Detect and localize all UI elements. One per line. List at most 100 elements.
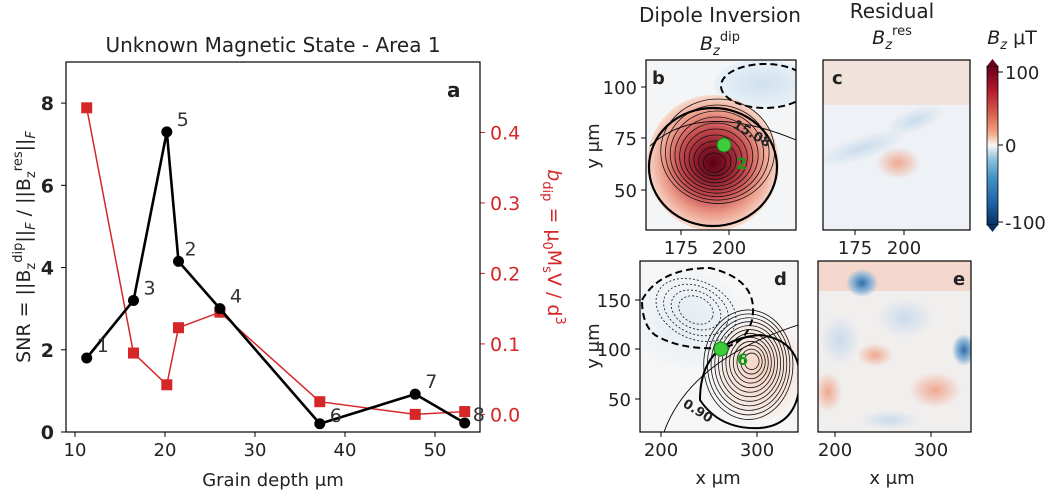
y-tick-label: 50 <box>608 390 631 411</box>
colorbar-scale <box>986 65 999 226</box>
series-bdip-point <box>459 406 471 418</box>
point-label: 8 <box>473 404 485 426</box>
panel-d-xlabel: x μm <box>695 468 740 489</box>
point-label: 4 <box>230 286 242 308</box>
x-tick-label: 10 <box>64 440 87 461</box>
panel-d-contour-ring-positive <box>732 340 769 384</box>
y2-tick-label: 0.0 <box>490 404 520 426</box>
panel-b-contour-ring <box>683 128 748 187</box>
panel-d-contour-ring-positive <box>710 317 788 411</box>
panel-c-red-spot <box>876 147 920 179</box>
y2-tick-label: 0.2 <box>490 263 520 285</box>
series-snr-point <box>409 388 421 400</box>
series-snr-point <box>173 255 184 267</box>
panel-d-contour-ring-positive <box>703 309 794 420</box>
panel-e-ticks: 200 300 <box>818 432 948 461</box>
panel-b-contour-ring <box>693 140 737 180</box>
panel-d-contour-ring-negative <box>655 278 737 342</box>
panel-b-contour-negative <box>720 63 796 109</box>
series-snr-point <box>214 303 226 315</box>
panel-e-pale-blue-2 <box>820 314 860 366</box>
panel-c-blue-spot <box>886 104 944 136</box>
panel-d-contour-ring-negative <box>663 283 729 337</box>
panel-a-xlabel: Grain depth μm <box>202 470 344 491</box>
colorbar-ticks: 100 0 -100 <box>998 63 1045 234</box>
series-snr-point <box>81 352 93 364</box>
panel-d-contour-ring-positive <box>714 321 785 407</box>
colorbar-tick-label: -100 <box>1005 213 1045 234</box>
x-tick-label: 175 <box>664 238 698 259</box>
x-tick-label: 200 <box>644 440 678 461</box>
panel-d-frame <box>639 260 799 433</box>
panel-d-contour-zero-negative <box>640 266 755 350</box>
panel-d-source-marker <box>713 341 729 357</box>
panel-d-contour-ring-positive <box>743 352 760 370</box>
panel-d-ticks: 200 300 50 100 150 <box>597 291 775 461</box>
panel-b-ylabel: y μm <box>583 123 604 168</box>
series-snr-point <box>314 418 326 430</box>
panel-e-frame <box>817 260 972 433</box>
series-bdip-point <box>314 396 326 408</box>
panel-e-pale-blue-1 <box>877 298 933 338</box>
panel-c: c 175 200 <box>822 59 971 259</box>
colorbar-tick-label: 0 <box>1005 136 1016 157</box>
column-title-residual: Residual <box>850 0 934 23</box>
panel-e-red-spot-2 <box>909 372 961 408</box>
panel-b-contour-ring <box>698 146 732 177</box>
x-tick-label: 40 <box>334 440 357 461</box>
panel-b-contour-ring <box>702 152 726 173</box>
y-tick-label: 2 <box>41 340 54 362</box>
panel-e-xlabel: x μm <box>869 468 914 489</box>
panel-d-contour-outer <box>663 324 798 432</box>
y-tick-label: 6 <box>41 175 54 197</box>
series-snr-point <box>161 126 173 138</box>
panel-e-letter: e <box>953 269 965 290</box>
panel-b-contours <box>660 98 775 204</box>
panel-b-contour-ring <box>669 110 765 198</box>
y-tick-label: 150 <box>597 291 631 312</box>
point-label: 5 <box>177 109 189 131</box>
y2-tick-label: 0.3 <box>490 193 520 215</box>
panel-b-contour-ring <box>679 122 754 191</box>
series-bdip-point <box>409 408 421 420</box>
x-tick-label: 200 <box>712 238 746 259</box>
panel-d-contour-ring-negative <box>678 295 714 325</box>
series-bdip-point <box>128 347 139 359</box>
series-snr-line <box>85 131 466 426</box>
x-tick-label: 300 <box>914 440 948 461</box>
panel-a-letter: a <box>447 78 461 102</box>
y2-tick-label: 0.1 <box>490 334 520 356</box>
panel-c-ticks: 175 200 <box>838 230 921 259</box>
panel-e-pale-blue-3 <box>860 410 920 430</box>
panel-c-frame <box>822 59 971 231</box>
panel-b-frame <box>645 59 797 231</box>
panel-c-warm-tint <box>823 60 970 105</box>
panel-c-letter: c <box>832 68 843 89</box>
panel-b-source-label: 2 <box>736 154 747 173</box>
panel-e-red-spot-1 <box>818 372 842 412</box>
colorbar-min-cap <box>987 225 998 232</box>
panel-b-contour-ring <box>674 116 759 194</box>
x-tick-label: 200 <box>887 238 921 259</box>
y-tick-label: 4 <box>41 258 54 280</box>
series-snr-point <box>459 417 471 429</box>
panel-d-letter: d <box>774 269 787 290</box>
point-label: 7 <box>425 371 437 393</box>
panel-e-red-spot-3 <box>857 343 893 367</box>
y-tick-label: 100 <box>597 340 631 361</box>
point-label: 1 <box>97 335 109 357</box>
panel-c-blue-streak <box>823 129 908 167</box>
series-bdip-point <box>173 322 184 334</box>
x-tick-label: 20 <box>154 440 177 461</box>
panel-a-series: 1 3 5 2 4 6 7 8 <box>81 102 485 430</box>
panel-b-letter: b <box>652 68 665 89</box>
panel-b-contour-ring <box>688 134 743 184</box>
x-tick-label: 175 <box>838 238 872 259</box>
panel-e-blue-spot-right <box>952 334 971 366</box>
series-bdip-point <box>161 379 173 391</box>
panel-a-title: Unknown Magnetic State - Area 1 <box>105 33 440 57</box>
